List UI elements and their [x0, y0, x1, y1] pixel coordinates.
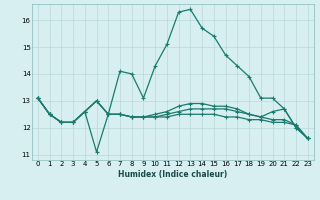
X-axis label: Humidex (Indice chaleur): Humidex (Indice chaleur): [118, 170, 228, 179]
